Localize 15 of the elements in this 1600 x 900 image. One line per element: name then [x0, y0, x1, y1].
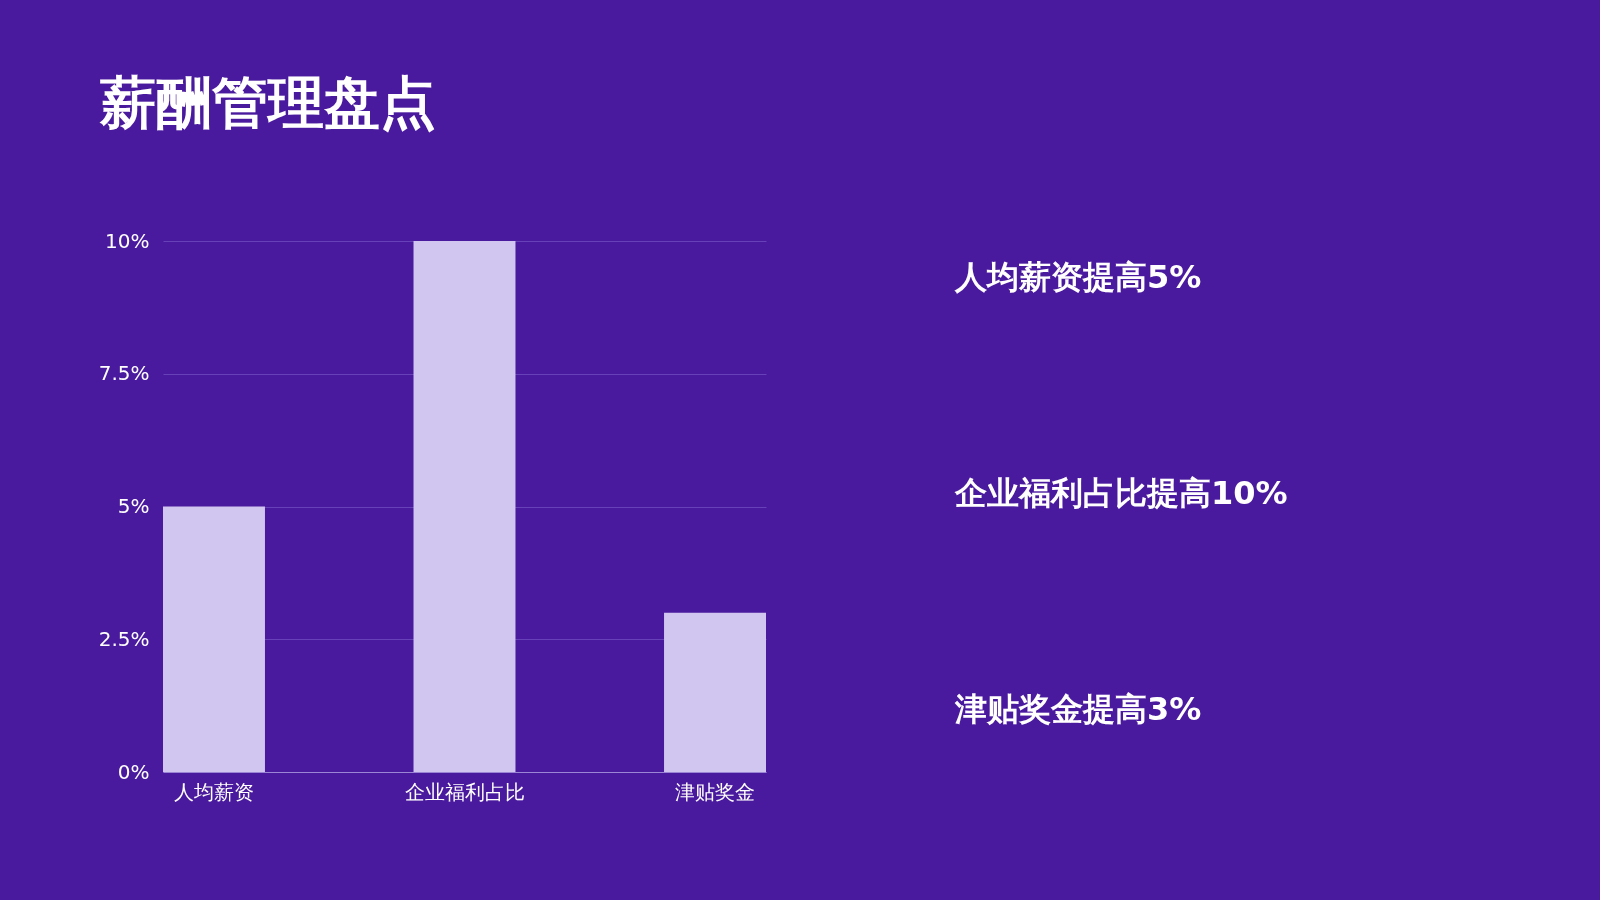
bar [163, 506, 265, 772]
text: 人均薪资提高5% [954, 258, 1202, 296]
y-tick-label: 0% [117, 759, 150, 784]
bar [413, 241, 516, 772]
text: 企业福利占比提高10% [954, 474, 1288, 512]
x-tick-label: 人均薪资 [173, 779, 254, 804]
y-tick-label: 10% [105, 228, 150, 253]
x-tick-label: 企业福利占比 [404, 779, 525, 804]
chart-title: 薪酬管理盘点 [99, 70, 436, 135]
y-tick-label: 2.5% [98, 626, 150, 651]
y-tick-label: 7.5% [98, 361, 150, 386]
text: 津贴奖金提高3% [954, 690, 1202, 728]
bar [664, 612, 766, 772]
x-tick-label: 津贴奖金 [675, 779, 756, 804]
y-tick-label: 5% [117, 494, 150, 518]
